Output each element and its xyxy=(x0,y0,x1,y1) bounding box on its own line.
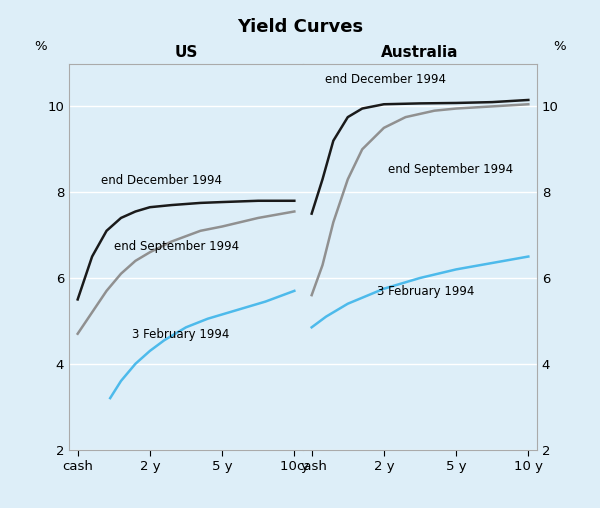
Text: end December 1994: end December 1994 xyxy=(325,73,446,86)
Text: end December 1994: end December 1994 xyxy=(101,174,222,186)
Text: %: % xyxy=(553,40,566,53)
Text: end September 1994: end September 1994 xyxy=(114,240,239,253)
Text: Yield Curves: Yield Curves xyxy=(237,18,363,36)
Title: Australia: Australia xyxy=(381,45,459,59)
Text: 3 February 1994: 3 February 1994 xyxy=(132,328,229,341)
Text: 3 February 1994: 3 February 1994 xyxy=(377,285,474,298)
Text: %: % xyxy=(34,40,47,53)
Title: US: US xyxy=(175,45,197,59)
Text: end September 1994: end September 1994 xyxy=(388,163,512,176)
